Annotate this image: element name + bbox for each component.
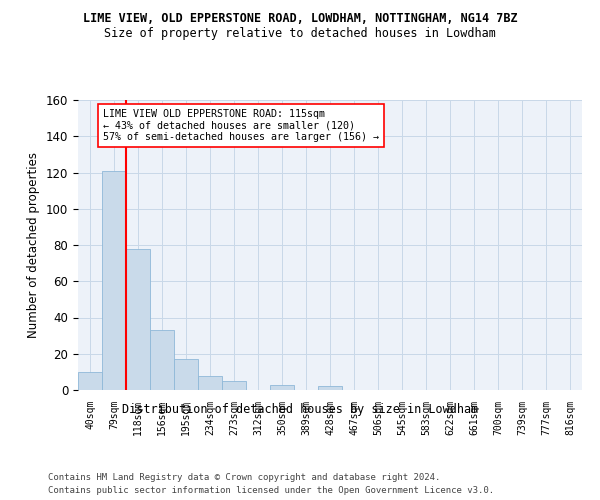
Y-axis label: Number of detached properties: Number of detached properties (28, 152, 40, 338)
Bar (126, 248, 150, 390)
Bar (78, 372, 102, 390)
Bar (270, 384, 294, 390)
Bar (198, 376, 222, 390)
Bar (174, 359, 198, 390)
Bar (318, 386, 342, 390)
Text: Contains HM Land Registry data © Crown copyright and database right 2024.: Contains HM Land Registry data © Crown c… (48, 472, 440, 482)
Text: LIME VIEW OLD EPPERSTONE ROAD: 115sqm
← 43% of detached houses are smaller (120): LIME VIEW OLD EPPERSTONE ROAD: 115sqm ← … (103, 109, 379, 142)
Bar (150, 330, 174, 390)
Text: Contains public sector information licensed under the Open Government Licence v3: Contains public sector information licen… (48, 486, 494, 495)
Bar (102, 170, 126, 390)
Bar (222, 381, 246, 390)
Text: Size of property relative to detached houses in Lowdham: Size of property relative to detached ho… (104, 28, 496, 40)
Text: LIME VIEW, OLD EPPERSTONE ROAD, LOWDHAM, NOTTINGHAM, NG14 7BZ: LIME VIEW, OLD EPPERSTONE ROAD, LOWDHAM,… (83, 12, 517, 26)
Text: Distribution of detached houses by size in Lowdham: Distribution of detached houses by size … (122, 402, 478, 415)
